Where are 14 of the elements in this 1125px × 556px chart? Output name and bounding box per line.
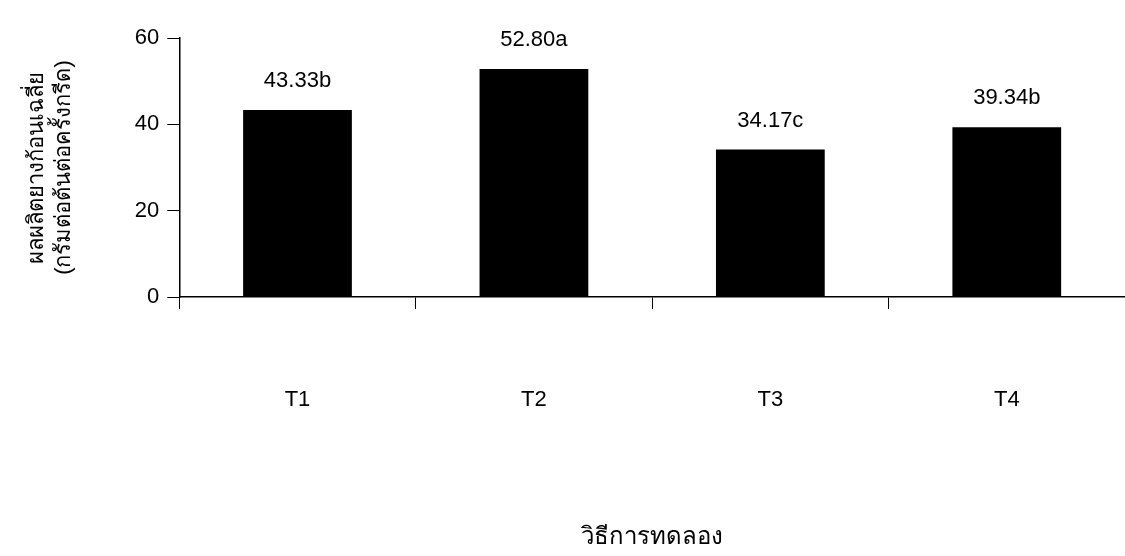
x-axis-title: วิธีการทดลอง [580,522,724,550]
x-tick-label: T3 [757,386,784,412]
y-tick-label: 60 [134,24,160,50]
data-label: 52.80a [500,26,569,52]
y-tick-label: 40 [134,110,160,136]
y-axis-title: ผลผลิตยางก้อนเฉลี่ย (กรัมต่อต้นต่อครั้งกรีด) [20,60,75,275]
data-label: 43.33b [263,67,332,93]
y-tick-label: 0 [147,283,160,309]
x-tick-label: T4 [993,386,1020,412]
data-label: 34.17c [737,106,804,132]
y-tick-label: 20 [134,196,160,222]
data-label: 39.34b [973,84,1041,110]
x-tick-label: T2 [521,386,547,412]
x-tick-label: T1 [284,386,311,412]
